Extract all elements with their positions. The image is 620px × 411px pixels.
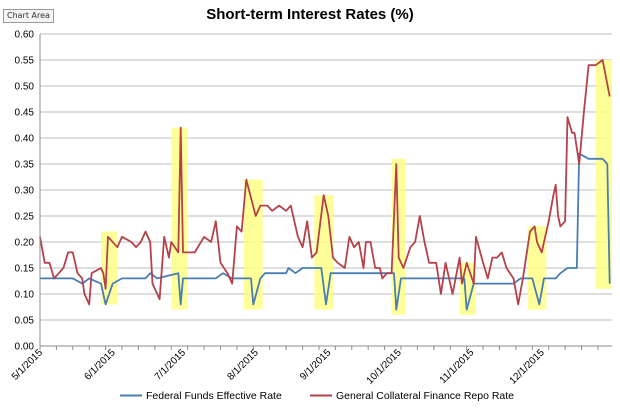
x-tick-label: 11/1/2015 bbox=[438, 347, 477, 386]
axes: 0.00 0.05 0.10 0.15 0.20 0.25 0.30 0.35 0.40 0.45… bbox=[10, 30, 612, 387]
legend: Federal Funds Effective Rate General Coll… bbox=[120, 390, 514, 402]
y-tick-label: 0.25 bbox=[15, 212, 35, 223]
legend-label: Federal Funds Effective Rate bbox=[146, 390, 282, 402]
y-tick-label: 0.30 bbox=[15, 186, 35, 197]
y-tick-label: 0.50 bbox=[15, 82, 35, 93]
chart-title: Short-term Interest Rates (%) bbox=[206, 6, 414, 23]
chart-area-label: Chart Area bbox=[3, 9, 54, 23]
y-tick-label: 0.00 bbox=[15, 342, 35, 353]
x-tick-label: 6/1/2015 bbox=[82, 347, 118, 383]
y-tick-label: 0.40 bbox=[15, 134, 35, 145]
series-lines bbox=[39, 59, 611, 311]
x-tick-label: 10/1/2015 bbox=[365, 347, 405, 387]
y-tick-label: 0.10 bbox=[15, 290, 35, 301]
x-tick-label: 9/1/2015 bbox=[298, 347, 334, 383]
y-tick-label: 0.20 bbox=[15, 238, 35, 249]
grid-lines bbox=[40, 33, 612, 321]
y-tick-label: 0.55 bbox=[15, 56, 35, 67]
y-tick-label: 0.60 bbox=[15, 30, 35, 41]
series-line-general-collateral-finance-repo-rate bbox=[39, 59, 611, 306]
series-line-federal-funds-effective-rate bbox=[40, 152, 611, 311]
x-tick-label: 8/1/2015 bbox=[225, 347, 261, 383]
y-tick-label: 0.15 bbox=[15, 264, 35, 275]
highlight-boxes bbox=[100, 60, 612, 315]
highlight-box bbox=[243, 179, 263, 310]
y-tick-label: 0.05 bbox=[15, 316, 35, 327]
x-tick-label: 12/1/2015 bbox=[508, 347, 548, 387]
y-tick-label: 0.35 bbox=[15, 160, 35, 171]
legend-label: General Collateral Finance Repo Rate bbox=[336, 390, 514, 402]
y-tick-label: 0.45 bbox=[15, 108, 35, 119]
x-tick-label: 7/1/2015 bbox=[153, 347, 189, 383]
